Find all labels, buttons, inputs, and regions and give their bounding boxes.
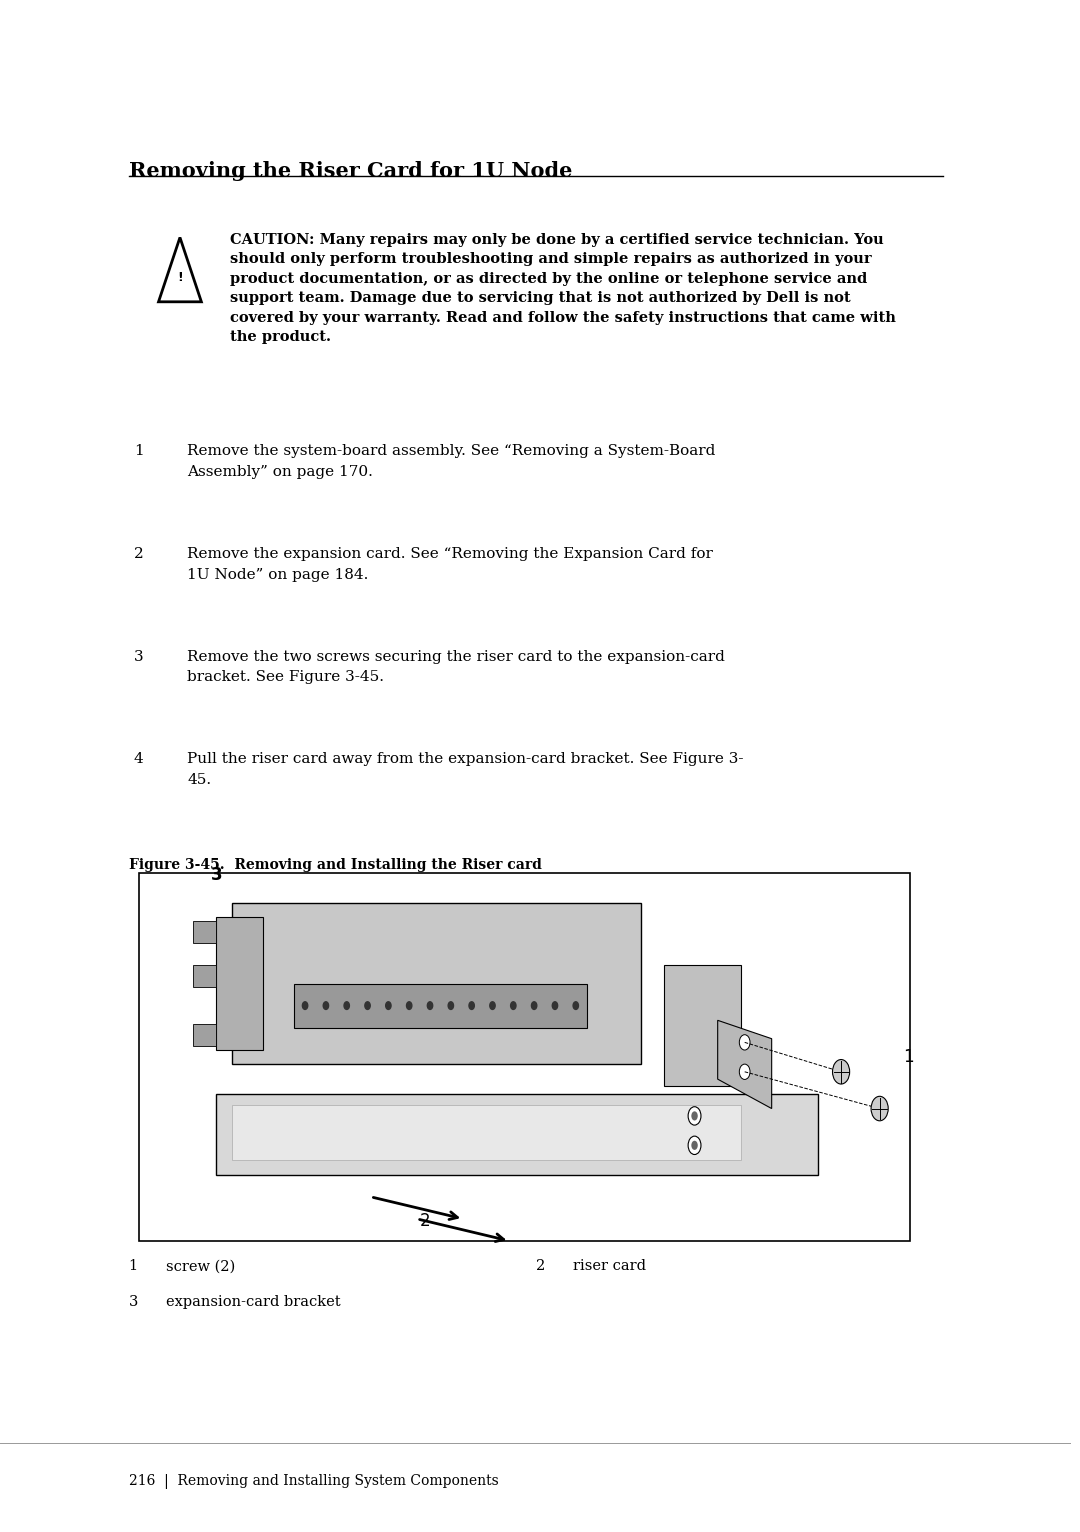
- Text: screw (2): screw (2): [166, 1259, 235, 1273]
- Circle shape: [448, 1002, 454, 1010]
- Polygon shape: [193, 921, 216, 944]
- Text: 3: 3: [134, 650, 144, 663]
- Circle shape: [688, 1106, 701, 1124]
- Circle shape: [406, 1002, 411, 1010]
- Text: 3: 3: [129, 1295, 138, 1308]
- Circle shape: [386, 1002, 391, 1010]
- Polygon shape: [216, 1094, 818, 1175]
- FancyBboxPatch shape: [139, 873, 910, 1241]
- Polygon shape: [718, 1020, 772, 1109]
- Text: 2: 2: [134, 547, 144, 561]
- Polygon shape: [294, 984, 586, 1028]
- Circle shape: [365, 1002, 370, 1010]
- Text: 2: 2: [536, 1259, 544, 1273]
- Text: 1: 1: [903, 1048, 914, 1066]
- Polygon shape: [216, 918, 262, 1049]
- Circle shape: [688, 1137, 701, 1155]
- Text: Figure 3-45.  Removing and Installing the Riser card: Figure 3-45. Removing and Installing the…: [129, 858, 541, 872]
- Circle shape: [469, 1002, 474, 1010]
- Text: CAUTION: Many repairs may only be done by a certified service technician. You
sh: CAUTION: Many repairs may only be done b…: [230, 233, 896, 345]
- Text: 216  |  Removing and Installing System Components: 216 | Removing and Installing System Com…: [129, 1474, 498, 1489]
- Polygon shape: [193, 965, 216, 987]
- Circle shape: [872, 1097, 888, 1121]
- Text: 3: 3: [211, 866, 222, 884]
- Circle shape: [428, 1002, 433, 1010]
- Circle shape: [573, 1002, 579, 1010]
- Text: 4: 4: [134, 752, 144, 766]
- Circle shape: [740, 1065, 750, 1080]
- Text: Remove the expansion card. See “Removing the Expansion Card for
1U Node” on page: Remove the expansion card. See “Removing…: [188, 547, 713, 582]
- Text: Removing the Riser Card for 1U Node: Removing the Riser Card for 1U Node: [129, 161, 572, 181]
- Circle shape: [552, 1002, 557, 1010]
- Text: riser card: riser card: [573, 1259, 646, 1273]
- Polygon shape: [664, 965, 741, 1086]
- Circle shape: [691, 1141, 698, 1151]
- Polygon shape: [193, 1023, 216, 1046]
- Circle shape: [531, 1002, 537, 1010]
- Text: Remove the two screws securing the riser card to the expansion-card
bracket. See: Remove the two screws securing the riser…: [188, 650, 726, 685]
- Circle shape: [345, 1002, 350, 1010]
- Circle shape: [833, 1060, 850, 1085]
- Polygon shape: [232, 902, 640, 1065]
- Circle shape: [323, 1002, 328, 1010]
- Circle shape: [490, 1002, 495, 1010]
- Polygon shape: [232, 1105, 741, 1160]
- Circle shape: [302, 1002, 308, 1010]
- Circle shape: [740, 1034, 750, 1049]
- Text: Remove the system-board assembly. See “Removing a System-Board
Assembly” on page: Remove the system-board assembly. See “R…: [188, 444, 716, 480]
- Text: expansion‑card bracket: expansion‑card bracket: [166, 1295, 340, 1308]
- Text: 2: 2: [419, 1212, 430, 1230]
- Text: 1: 1: [134, 444, 144, 458]
- Text: Pull the riser card away from the expansion-card bracket. See Figure 3-
45.: Pull the riser card away from the expans…: [188, 752, 744, 787]
- Circle shape: [691, 1111, 698, 1120]
- Circle shape: [511, 1002, 516, 1010]
- Text: !: !: [177, 271, 183, 283]
- Text: 1: 1: [129, 1259, 137, 1273]
